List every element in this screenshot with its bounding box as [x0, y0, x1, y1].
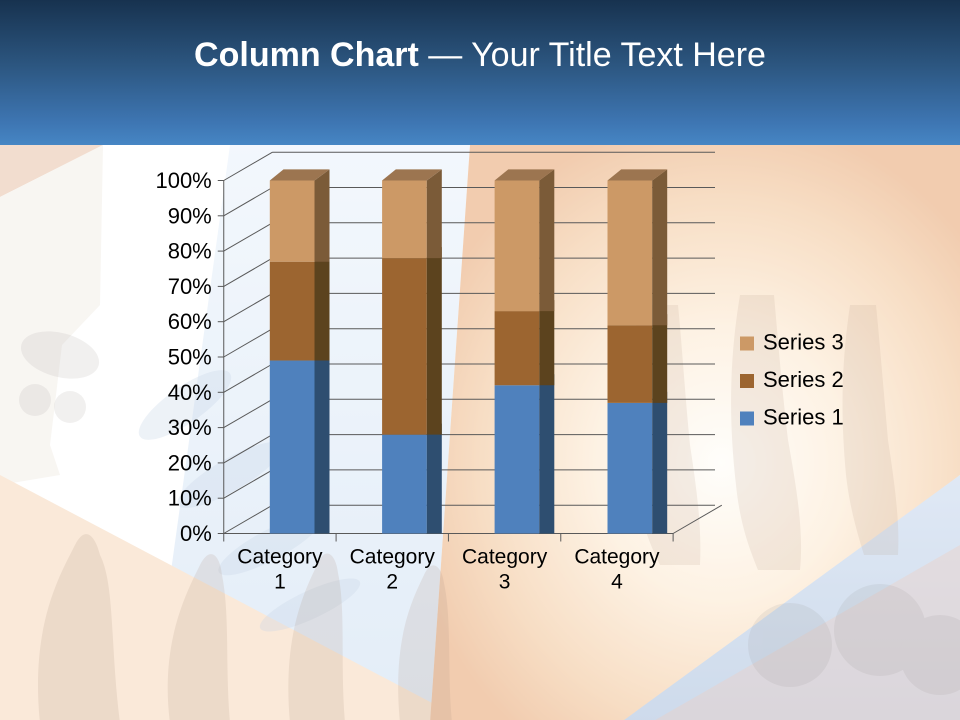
svg-text:4: 4: [611, 571, 623, 594]
svg-text:20%: 20%: [168, 450, 212, 475]
svg-text:2: 2: [386, 571, 398, 594]
svg-text:Series 1: Series 1: [763, 405, 844, 430]
svg-text:3: 3: [499, 571, 511, 594]
svg-text:90%: 90%: [168, 203, 212, 228]
svg-text:40%: 40%: [168, 380, 212, 405]
svg-text:50%: 50%: [168, 345, 212, 370]
svg-text:80%: 80%: [168, 239, 212, 264]
svg-text:Category: Category: [237, 546, 323, 569]
svg-text:Series 2: Series 2: [763, 367, 844, 392]
svg-text:1: 1: [274, 571, 286, 594]
svg-text:60%: 60%: [168, 309, 212, 334]
svg-text:Category: Category: [350, 546, 436, 569]
svg-text:10%: 10%: [168, 486, 212, 511]
svg-text:100%: 100%: [155, 168, 211, 193]
svg-text:0%: 0%: [180, 521, 212, 546]
svg-text:30%: 30%: [168, 415, 212, 440]
svg-text:Series 3: Series 3: [763, 330, 844, 355]
svg-text:Category: Category: [574, 546, 660, 569]
svg-text:Category: Category: [462, 546, 548, 569]
svg-text:70%: 70%: [168, 274, 212, 299]
